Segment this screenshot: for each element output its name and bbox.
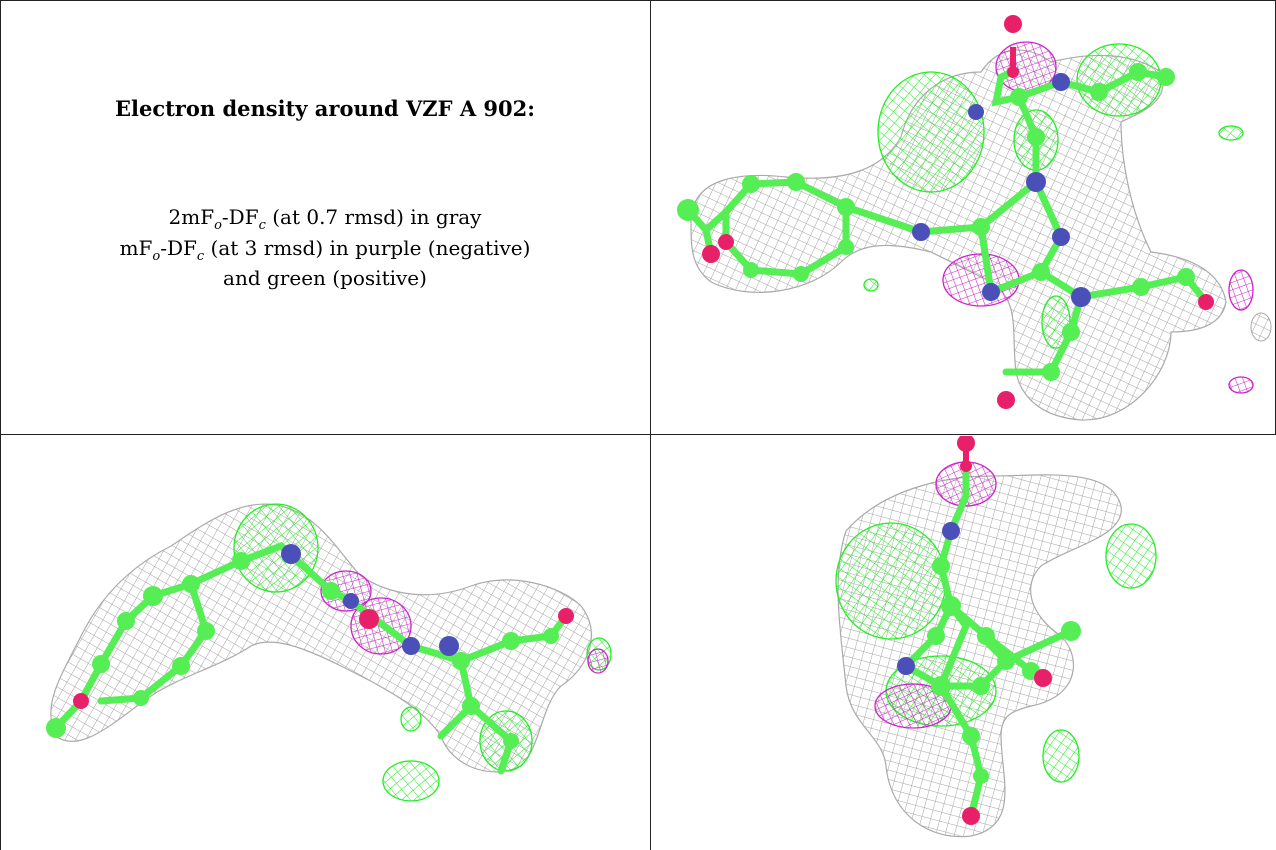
ligand-bonds: [52, 541, 570, 775]
caption-title: Electron density around VZF A 902:: [114, 96, 536, 121]
mesh-negative: [1228, 269, 1254, 311]
caption-line-colors: and green (positive): [223, 266, 427, 290]
mesh-2fofc: [50, 503, 592, 773]
mesh-negative: [1228, 376, 1254, 394]
density-render-side: [46, 503, 612, 802]
table-border-top: [0, 0, 1276, 1]
mesh-negative: [587, 648, 609, 674]
density-render-top: [677, 15, 1272, 421]
table-border-left: [0, 0, 1, 850]
table-column-divider: [650, 0, 651, 850]
density-view-bottom-right: [651, 436, 1275, 850]
mesh-positive: [877, 71, 985, 193]
mesh-positive: [1042, 729, 1080, 783]
ligand-atoms: [677, 15, 1214, 409]
density-render-end: [835, 436, 1157, 838]
mesh-positive: [382, 760, 440, 802]
mesh-positive: [863, 278, 879, 292]
mesh-positive: [400, 706, 422, 732]
mesh-negative: [942, 253, 1020, 307]
mesh-positive: [1218, 125, 1244, 141]
caption-line-fofc: mFo-DFc (at 3 rmsd) in purple (negative): [119, 236, 531, 264]
ligand-atoms: [897, 436, 1081, 825]
mesh-positive: [1105, 523, 1157, 589]
mesh-positive: [835, 522, 947, 640]
caption-cell: Electron density around VZF A 902: 2mFo-…: [0, 0, 650, 434]
density-view-bottom-left: [1, 436, 649, 850]
ligand-atoms: [46, 544, 574, 749]
density-view-top-right: [651, 2, 1275, 434]
caption-line-2fofc: 2mFo-DFc (at 0.7 rmsd) in gray: [168, 205, 482, 233]
table-row-divider: [0, 434, 1276, 435]
mesh-2fofc: [1250, 312, 1272, 342]
